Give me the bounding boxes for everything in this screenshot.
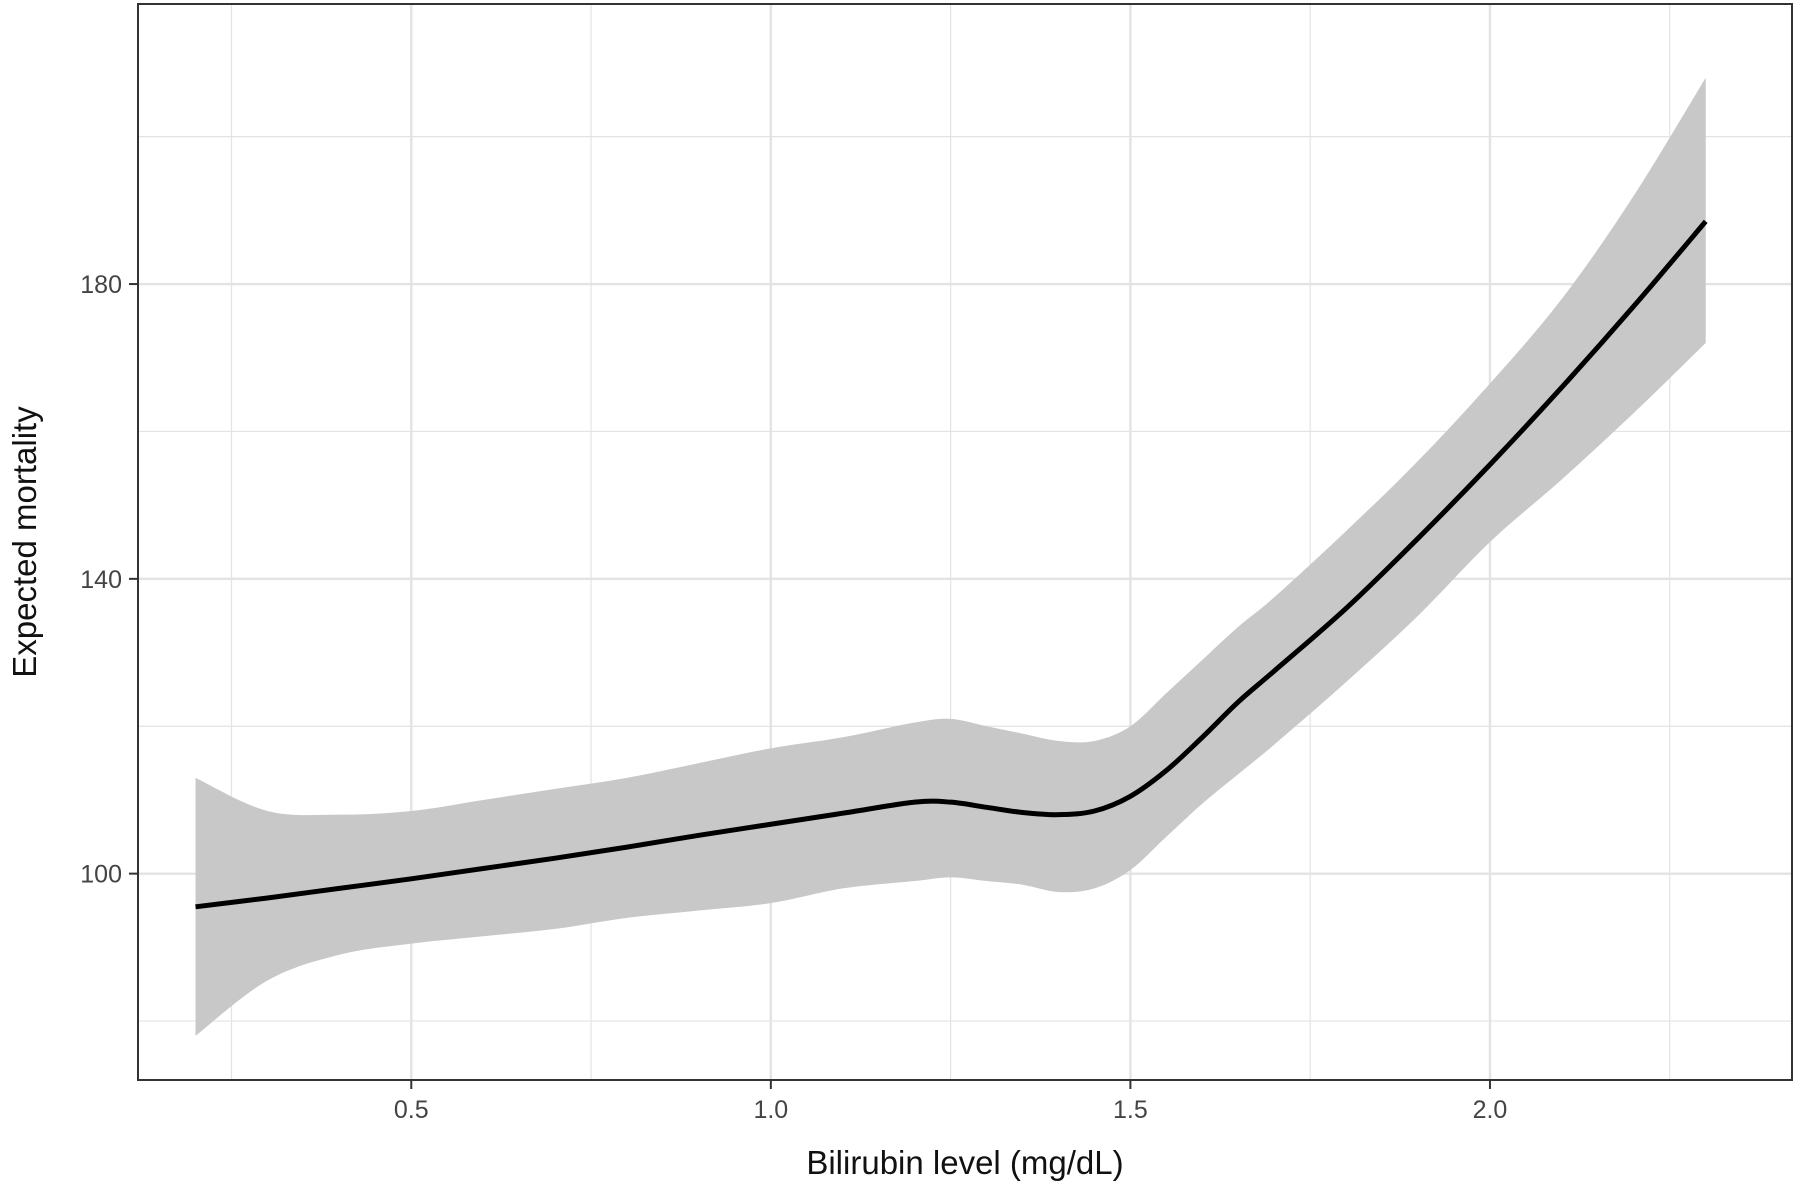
y-axis-title: Expected mortality: [6, 406, 43, 678]
y-tick-label: 100: [80, 861, 122, 889]
confidence-band: [195, 77, 1706, 1036]
y-axis: 100 140 180: [80, 271, 138, 889]
y-tick-label: 180: [80, 271, 122, 299]
x-tick-label: 1.0: [753, 1096, 788, 1124]
y-tick-label: 140: [80, 566, 122, 594]
x-tick-label: 0.5: [394, 1096, 429, 1124]
x-axis-title: Bilirubin level (mg/dL): [806, 1144, 1123, 1181]
plot-panel-border: [137, 3, 1793, 1081]
x-tick-label: 1.5: [1113, 1096, 1148, 1124]
fitted-curve: [195, 219, 1708, 910]
x-tick-label: 2.0: [1473, 1096, 1508, 1124]
x-axis: 0.5 1.0 1.5 2.0: [394, 1080, 1507, 1124]
